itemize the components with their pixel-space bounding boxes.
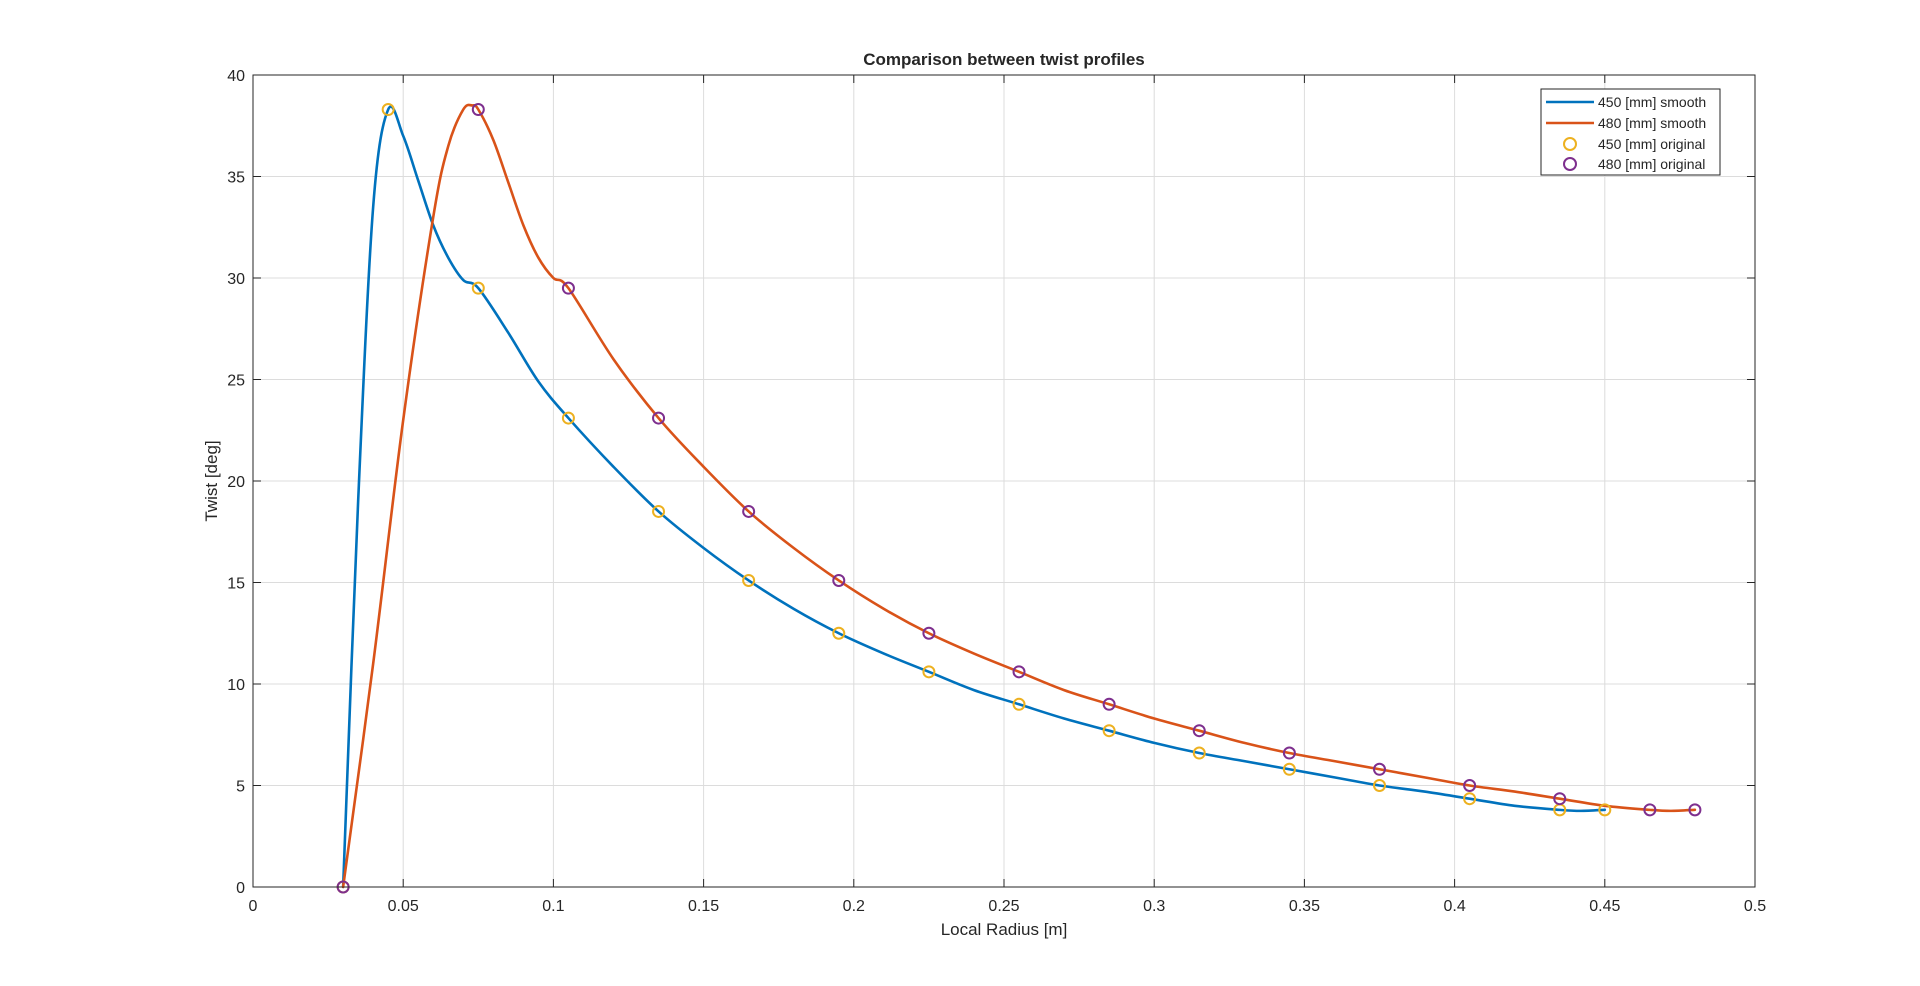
series-line-450-smooth <box>341 105 1607 889</box>
legend-label-480-original: 480 [mm] original <box>1598 156 1705 172</box>
x-tick-label: 0.15 <box>688 898 719 915</box>
data-point-450-original <box>652 504 666 518</box>
data-point-480-original <box>832 573 846 587</box>
data-point-450-original <box>1192 746 1206 760</box>
data-point-450-original <box>1102 724 1116 738</box>
axis-ticks: 0 0.05 0.1 0.15 0.2 0.25 0.3 0.35 0.4 0.45 0.5 0 5 10… <box>227 68 1766 915</box>
data-point-480-original <box>1643 803 1657 817</box>
y-tick-label: 5 <box>236 779 245 796</box>
data-point-450-original <box>1463 792 1477 806</box>
x-tick-label: 0.45 <box>1589 898 1620 915</box>
data-point-450-original <box>561 411 575 425</box>
y-tick-label: 30 <box>227 271 245 288</box>
legend-box <box>1540 88 1721 176</box>
x-tick-label: 0.2 <box>843 898 865 915</box>
y-tick-label: 0 <box>236 880 245 897</box>
data-point-480-original <box>1192 724 1206 738</box>
legend-entry-480-original: 480 [mm] original <box>1563 156 1705 172</box>
data-point-450-original <box>922 665 936 679</box>
x-tick-label: 0.05 <box>388 898 419 915</box>
data-point-480-original <box>1102 697 1116 711</box>
legend-label-480-smooth: 480 [mm] smooth <box>1598 115 1706 131</box>
data-point-450-original <box>1373 779 1386 792</box>
y-tick-label: 20 <box>227 474 245 491</box>
data-point-480-original <box>652 411 666 425</box>
x-tick-label: 0 <box>249 898 258 915</box>
y-tick-label: 15 <box>227 576 245 593</box>
y-tick-label: 10 <box>227 677 245 694</box>
data-point-450-original <box>1012 697 1026 711</box>
data-point-480-original <box>922 626 936 640</box>
data-point-480-original <box>1373 762 1386 776</box>
data-point-480-original <box>471 103 485 117</box>
x-tick-label: 0.1 <box>542 898 564 915</box>
data-series <box>336 103 1702 894</box>
data-point-450-original <box>381 103 395 117</box>
y-tick-label: 25 <box>227 373 245 390</box>
data-point-480-original <box>1553 792 1567 806</box>
data-point-480-original <box>1012 665 1026 679</box>
x-axis-label: Local Radius [m] <box>941 920 1068 939</box>
x-tick-label: 0.5 <box>1744 898 1766 915</box>
data-point-450-original <box>1282 762 1296 776</box>
data-point-450-original <box>1598 803 1612 817</box>
legend: 450 [mm] smooth 480 [mm] smooth 450 [mm]… <box>1540 88 1721 176</box>
legend-entry-480-smooth: 480 [mm] smooth <box>1546 115 1706 131</box>
y-tick-label: 35 <box>227 170 245 187</box>
legend-marker-450-original <box>1563 137 1577 151</box>
legend-label-450-original: 450 [mm] original <box>1598 136 1705 152</box>
data-point-450-original <box>471 281 485 295</box>
data-point-450-original <box>832 626 846 640</box>
legend-entry-450-smooth: 450 [mm] smooth <box>1546 94 1706 110</box>
x-tick-label: 0.3 <box>1143 898 1165 915</box>
data-point-480-original <box>1688 803 1702 817</box>
x-tick-label: 0.4 <box>1443 898 1465 915</box>
x-tick-label: 0.25 <box>988 898 1019 915</box>
y-tick-label: 40 <box>227 68 245 85</box>
series-line-480-smooth <box>341 103 1697 889</box>
chart-title: Comparison between twist profiles <box>863 50 1145 69</box>
legend-label-450-smooth: 450 [mm] smooth <box>1598 94 1706 110</box>
data-point-480-original <box>561 281 575 295</box>
y-axis-label: Twist [deg] <box>202 440 221 521</box>
data-point-480-original <box>742 504 756 518</box>
data-point-480-original <box>1282 746 1296 760</box>
legend-marker-480-original <box>1563 157 1577 171</box>
x-tick-label: 0.35 <box>1289 898 1320 915</box>
data-point-450-original <box>742 573 756 587</box>
data-point-480-original <box>1463 779 1477 792</box>
legend-entry-450-original: 450 [mm] original <box>1563 136 1705 152</box>
